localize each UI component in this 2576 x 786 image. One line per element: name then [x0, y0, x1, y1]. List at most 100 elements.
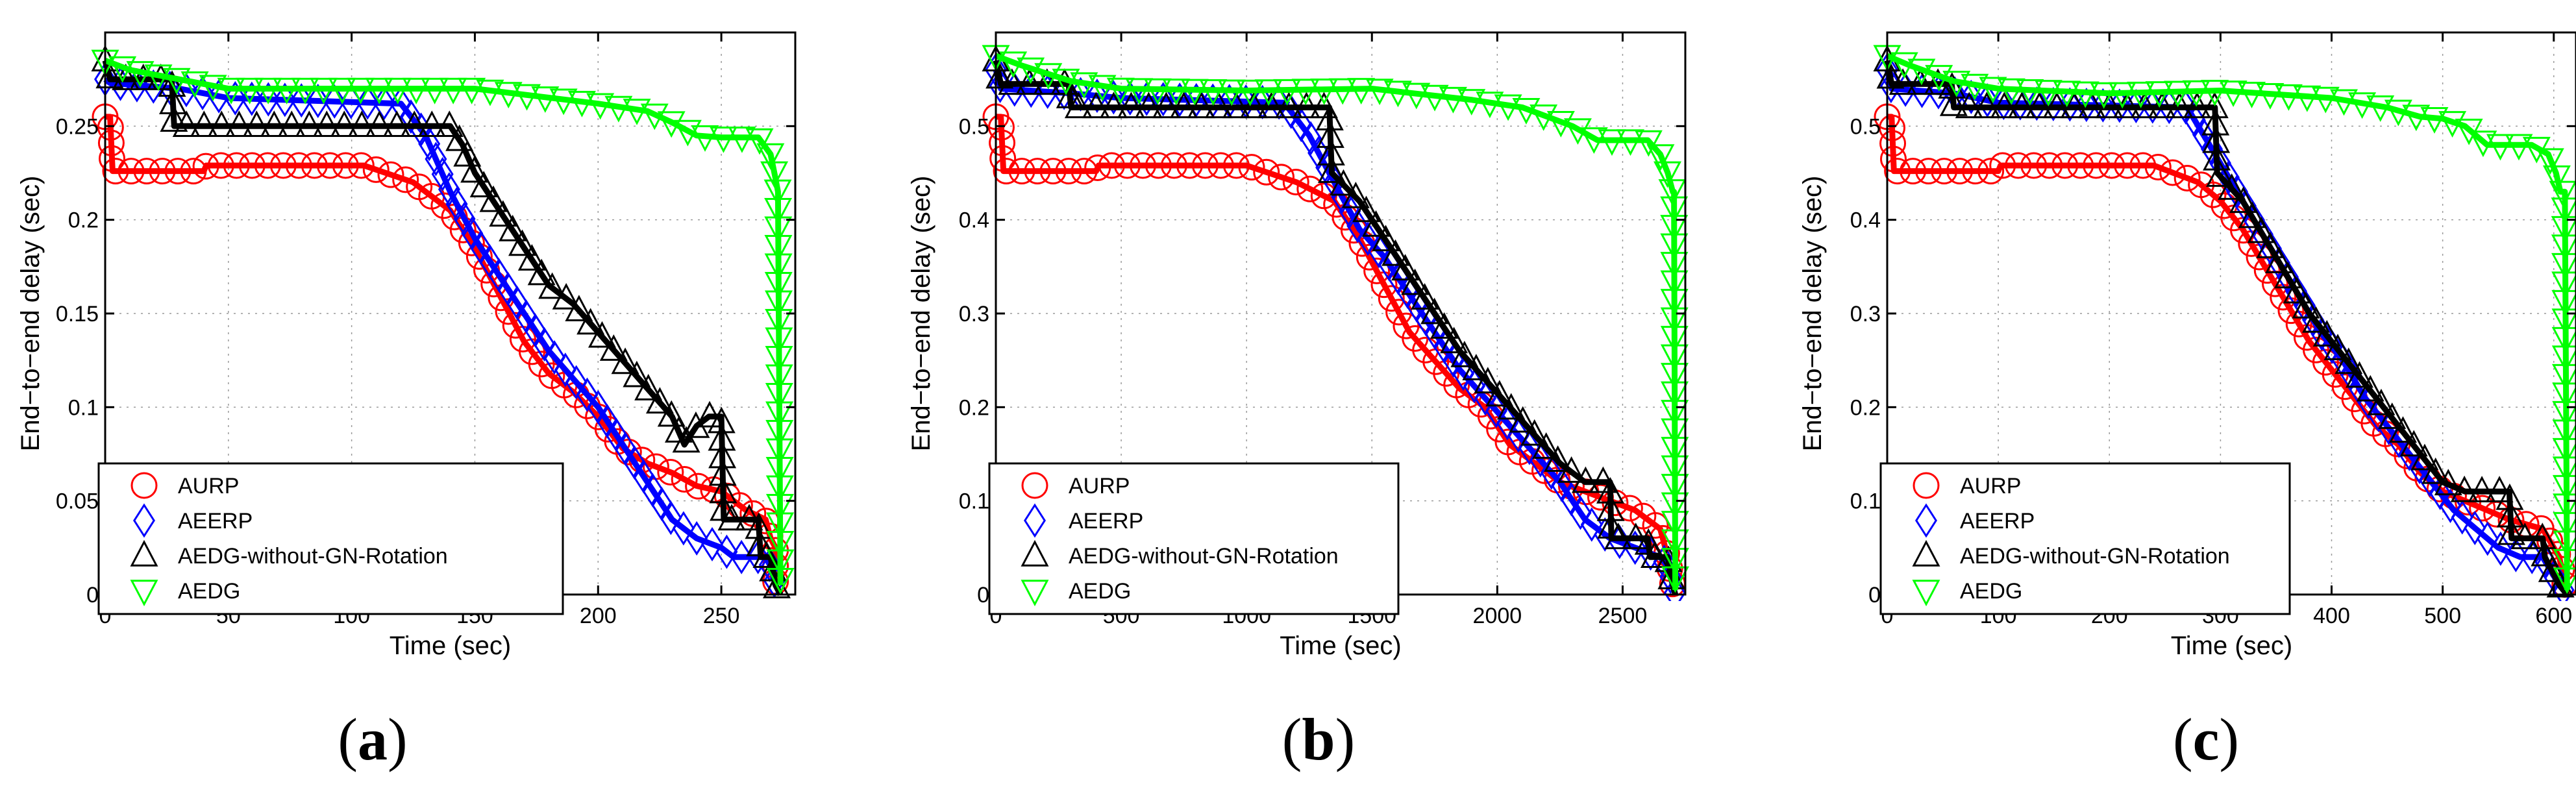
- data-point-aedg-without-gn-rotation-10: [2007, 92, 2036, 119]
- data-point-aedg-without-gn-rotation-27: [469, 171, 498, 198]
- data-point-aedg-without-gn-rotation-28: [2238, 201, 2266, 228]
- data-point-aurp-13: [2020, 152, 2048, 179]
- data-point-aedg-without-gn-rotation-39: [599, 334, 628, 361]
- data-point-aurp-21: [1253, 158, 1280, 186]
- data-point-aedg-without-gn-rotation-15: [1204, 92, 1233, 119]
- data-point-aedg-44: [764, 272, 793, 299]
- data-point-aedg-without-gn-rotation-49: [707, 406, 736, 434]
- data-point-aedg-29: [2402, 104, 2431, 132]
- data-point-aurp-1: [97, 114, 124, 141]
- data-point-aedg-without-gn-rotation-48: [695, 400, 724, 428]
- data-point-aeerp-10: [2025, 86, 2048, 121]
- data-point-aedg-without-gn-rotation-47: [2434, 469, 2462, 496]
- data-point-aedg-without-gn-rotation-47: [682, 411, 710, 438]
- data-point-aedg-10: [273, 77, 301, 104]
- data-point-aedg-2: [1907, 58, 1936, 86]
- y-tick-label-4: 0.4: [959, 208, 989, 233]
- data-point-aurp-11: [1098, 152, 1125, 179]
- data-point-aedg-43: [1660, 252, 1689, 278]
- data-point-aedg-42: [2551, 234, 2576, 262]
- data-point-aedg-35: [2505, 134, 2533, 161]
- data-point-aedg-without-gn-rotation-44: [1520, 419, 1549, 446]
- panel-caption-letter: b: [1302, 706, 1335, 772]
- data-point-aedg-48: [765, 346, 793, 373]
- data-point-aurp-7: [149, 158, 176, 185]
- data-point-aedg-45: [764, 290, 793, 317]
- data-point-aurp-5: [1008, 158, 1035, 185]
- series-line-aurp: [996, 114, 1678, 596]
- data-point-aedg-without-gn-rotation-27: [2229, 186, 2258, 214]
- legend-label-aurp: AURP: [1960, 474, 2021, 498]
- data-point-aedg-without-gn-rotation-32: [1391, 254, 1420, 281]
- data-point-aedg-without-gn-rotation-20: [1292, 92, 1320, 119]
- data-point-aedg-without-gn-rotation-22: [417, 110, 446, 138]
- x-axis-label: Time (sec): [390, 632, 511, 660]
- panel-caption-open-paren: (: [1282, 706, 1302, 772]
- chart-panel-c: 0 100 200 300 400 500 60000.10.20.30.40.5Time …: [1798, 31, 2576, 660]
- data-point-aedg-without-gn-rotation-41: [623, 360, 651, 387]
- data-point-aedg-40: [1660, 196, 1689, 223]
- data-point-aedg-28: [1494, 94, 1522, 121]
- data-point-aedg-18: [2201, 80, 2229, 106]
- y-tick-label-0: 0: [86, 583, 99, 608]
- y-tick-label-2: 0.2: [959, 395, 989, 420]
- data-point-aurp-23: [1282, 169, 1309, 196]
- data-point-aurp-12: [1113, 152, 1141, 179]
- data-point-aedg-without-gn-rotation-38: [588, 321, 616, 348]
- data-point-aedg-55: [765, 475, 794, 502]
- data-point-aedg-60: [766, 568, 795, 595]
- legend-label-aurp: AURP: [178, 474, 239, 498]
- legend-marker-aedg-without-gn-rotation: [130, 539, 158, 567]
- data-point-aedg-without-gn-rotation-8: [1972, 92, 2001, 119]
- data-point-aedg-42: [1660, 233, 1689, 260]
- panel-caption-close-paren: ): [2219, 706, 2239, 772]
- data-point-aedg-without-gn-rotation-31: [2265, 247, 2294, 274]
- legend: AURP AEERP AEDG-without-GN-Rotation AEDG: [988, 462, 1400, 615]
- data-point-aedg-59: [766, 549, 795, 576]
- data-point-aeerp-53: [730, 539, 753, 574]
- data-point-aurp-9: [180, 158, 207, 185]
- panel-caption-close-paren: ): [388, 706, 408, 772]
- data-point-aedg-33: [2469, 130, 2497, 158]
- data-point-aedg-without-gn-rotation-53: [709, 476, 737, 504]
- data-point-aedg-30: [2420, 107, 2449, 134]
- data-point-aurp-21: [362, 156, 390, 183]
- data-point-aeerp-47: [2429, 475, 2451, 510]
- data-point-aedg-57: [2553, 511, 2576, 539]
- data-point-aedg-without-gn-rotation-23: [1316, 121, 1344, 148]
- data-point-aedg-without-gn-rotation-50: [708, 424, 736, 451]
- data-point-aedg-without-gn-rotation-5: [1938, 72, 1966, 99]
- data-point-aedg-without-gn-rotation-46: [2421, 457, 2450, 484]
- data-point-aedg-10: [1162, 79, 1191, 105]
- data-point-aurp-10: [1977, 158, 2005, 185]
- data-point-aeerp-10: [257, 82, 280, 117]
- data-point-aedg-without-gn-rotation-18: [1257, 92, 1285, 119]
- data-point-aurp-11: [207, 152, 234, 179]
- data-point-aedg-7: [1106, 77, 1135, 104]
- data-point-aedg-22: [494, 82, 523, 109]
- data-point-aedg-59: [2553, 548, 2576, 576]
- data-point-aedg-15: [365, 77, 393, 104]
- data-point-aedg-without-gn-rotation-30: [1372, 225, 1400, 252]
- data-point-aeerp-7: [1085, 79, 1108, 114]
- data-point-aedg-without-gn-rotation-52: [2496, 500, 2525, 528]
- data-point-aedg-without-gn-rotation-11: [2025, 92, 2053, 119]
- legend-label-aeerp: AEERP: [178, 509, 253, 534]
- data-point-aedg-without-gn-rotation-35: [2302, 306, 2331, 333]
- data-point-aedg-51: [2552, 400, 2576, 428]
- data-point-aedg-56: [765, 494, 794, 521]
- data-point-aedg-15: [2145, 81, 2174, 108]
- data-point-aurp-11: [1989, 152, 2016, 179]
- data-point-aedg-52: [2552, 419, 2576, 447]
- data-point-aeerp-38: [565, 365, 588, 400]
- legend-label-aedg: AEDG: [1069, 579, 1131, 604]
- data-point-aedg-without-gn-rotation-7: [1064, 92, 1093, 119]
- data-point-aedg-4: [162, 68, 191, 95]
- data-point-aedg-27: [586, 93, 615, 120]
- y-axis-label: End−to−end delay (sec): [1798, 176, 1827, 452]
- panel-caption-b: (b): [1282, 706, 1355, 772]
- data-point-aedg-without-gn-rotation-37: [2323, 334, 2352, 361]
- data-point-aeerp-17: [2141, 89, 2164, 124]
- legend-marker-aedg: [1912, 580, 1940, 607]
- data-point-aedg-54: [1661, 455, 1689, 482]
